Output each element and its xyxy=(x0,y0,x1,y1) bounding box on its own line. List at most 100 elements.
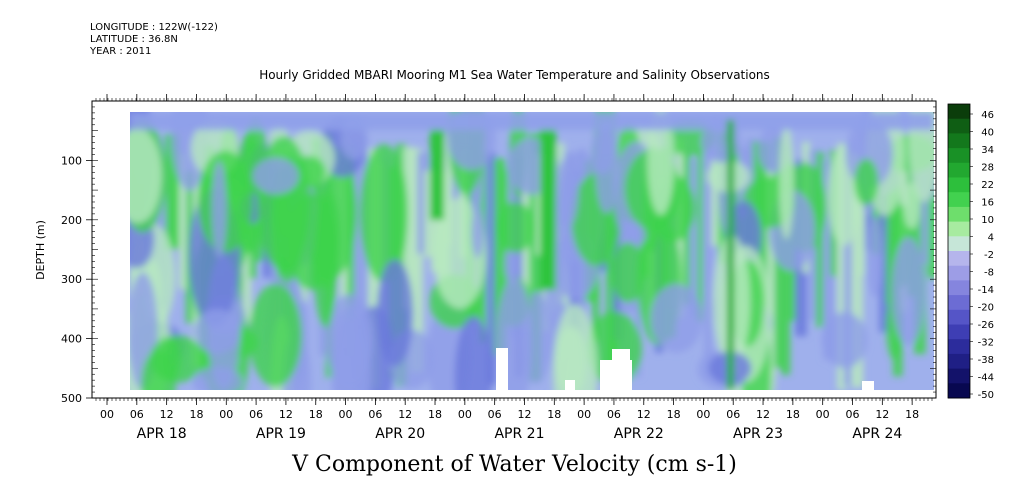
heatmap-column xyxy=(858,160,865,276)
colorbar-label: -8 xyxy=(984,268,994,279)
colorbar-label: 34 xyxy=(981,145,994,156)
chart-title: Hourly Gridded MBARI Mooring M1 Sea Wate… xyxy=(259,68,770,82)
missing-data xyxy=(496,348,874,390)
colorbar-label: 16 xyxy=(981,198,994,209)
metadata-block: LONGITUDE : 122W(-122) LATITUDE : 36.8N … xyxy=(90,22,218,58)
heatmap-column xyxy=(417,151,429,255)
colorbar-label: 10 xyxy=(981,215,994,226)
heatmap-blob xyxy=(257,136,311,272)
heatmap-blob xyxy=(194,309,241,354)
heatmap-blob xyxy=(192,367,243,390)
colorbar-frame xyxy=(947,103,971,399)
no-data-top xyxy=(92,101,936,112)
heatmap-column xyxy=(536,154,543,255)
x-tick-label: 00 xyxy=(696,408,710,421)
colorbar-swatch xyxy=(948,133,970,149)
x-tick-label: 06 xyxy=(249,408,263,421)
heatmap-column xyxy=(844,144,854,386)
colorbar-label: -20 xyxy=(978,303,994,314)
no-data-bottom xyxy=(92,390,936,398)
missing-data-patch xyxy=(600,360,632,390)
heatmap-column xyxy=(886,163,897,305)
x-day-label: APR 21 xyxy=(494,426,544,442)
heatmap-column xyxy=(354,137,361,366)
x-tick-label: 00 xyxy=(458,408,472,421)
x-tick-label: 18 xyxy=(428,408,442,421)
heatmap-blob xyxy=(325,293,374,386)
colorbar-swatch xyxy=(948,118,970,134)
x-day-label: APR 24 xyxy=(852,426,902,442)
colorbar-label: 4 xyxy=(988,233,994,244)
x-tick-label: 18 xyxy=(189,408,203,421)
colorbar-swatch xyxy=(948,324,970,340)
x-tick-label: 06 xyxy=(488,408,502,421)
positive-core xyxy=(430,130,444,220)
missing-data-patch xyxy=(612,349,630,361)
colorbar-swatch xyxy=(948,192,970,208)
heatmap-column xyxy=(494,158,506,356)
heatmap-column xyxy=(529,133,541,381)
x-day-label: APR 22 xyxy=(614,426,664,442)
no-data-left xyxy=(92,101,130,398)
colorbar-swatch xyxy=(948,353,970,370)
heatmap-column xyxy=(690,158,697,317)
heatmap-column xyxy=(704,135,713,377)
colorbar-swatch xyxy=(948,309,970,325)
colorbar-label: 28 xyxy=(981,163,994,174)
y-tick-label: 200 xyxy=(61,214,82,227)
heatmap-blob xyxy=(821,312,868,368)
x-tick-label: 12 xyxy=(517,408,531,421)
longitude-label: LONGITUDE : 122W(-122) xyxy=(90,22,218,33)
heatmap-blob xyxy=(908,112,934,203)
positive-core xyxy=(540,130,556,290)
x-tick-label: 18 xyxy=(547,408,561,421)
heatmap-column xyxy=(487,152,497,385)
y-tick-label: 500 xyxy=(61,392,82,405)
y-tick-label: 300 xyxy=(61,273,82,286)
colorbar-swatch xyxy=(948,236,970,252)
x-tick-label: 12 xyxy=(637,408,651,421)
heatmap-column xyxy=(179,154,188,290)
colorbar-label: -50 xyxy=(978,390,994,401)
heatmap-blob xyxy=(130,127,162,224)
heatmap-blob xyxy=(611,242,645,303)
surface-band xyxy=(130,112,934,130)
x-tick-label: 12 xyxy=(279,408,293,421)
heatmap-blob xyxy=(647,112,675,216)
y-axis-label: DEPTH (m) xyxy=(34,220,47,280)
missing-data-patch xyxy=(496,348,508,390)
heatmap-blob xyxy=(866,216,883,298)
colorbar-swatch xyxy=(948,383,970,399)
x-tick-label: 18 xyxy=(905,408,919,421)
x-tick-label: 18 xyxy=(667,408,681,421)
heatmap-blob xyxy=(555,157,579,228)
x-day-label: APR 18 xyxy=(137,426,187,442)
heatmap-blob xyxy=(552,304,598,390)
colorbar-label: -44 xyxy=(978,373,994,384)
heatmap-blob xyxy=(211,160,227,258)
heatmap-blob xyxy=(359,144,409,283)
colorbar: 46 40 34 28 22 16 10 4 -2 -8 -14 -20 -26 -32 -38 -44 -50 xyxy=(947,103,994,401)
x-tick-label: 18 xyxy=(309,408,323,421)
heatmap-blob xyxy=(454,315,493,390)
missing-data-patch xyxy=(565,380,575,390)
heatmap-blob xyxy=(903,181,921,230)
heatmap-column xyxy=(837,143,847,390)
x-tick-label: 12 xyxy=(398,408,412,421)
heatmap-blob xyxy=(595,120,619,214)
x-tick-label: 12 xyxy=(160,408,174,421)
heatmap-blob xyxy=(149,335,205,383)
heatmap-column xyxy=(158,138,168,306)
latitude-label: LATITUDE : 36.8N xyxy=(90,34,178,45)
heatmap-column xyxy=(760,142,771,316)
x-tick-label: 06 xyxy=(607,408,621,421)
colorbar-swatch xyxy=(948,148,970,164)
heatmap-column xyxy=(921,147,928,264)
heatmap-column xyxy=(767,169,776,377)
x-day-label: APR 20 xyxy=(375,426,425,442)
colorbar-label: -38 xyxy=(978,355,994,366)
y-tick-label: 400 xyxy=(61,333,82,346)
heatmap-blob xyxy=(315,189,341,291)
x-tick-label: 12 xyxy=(875,408,889,421)
